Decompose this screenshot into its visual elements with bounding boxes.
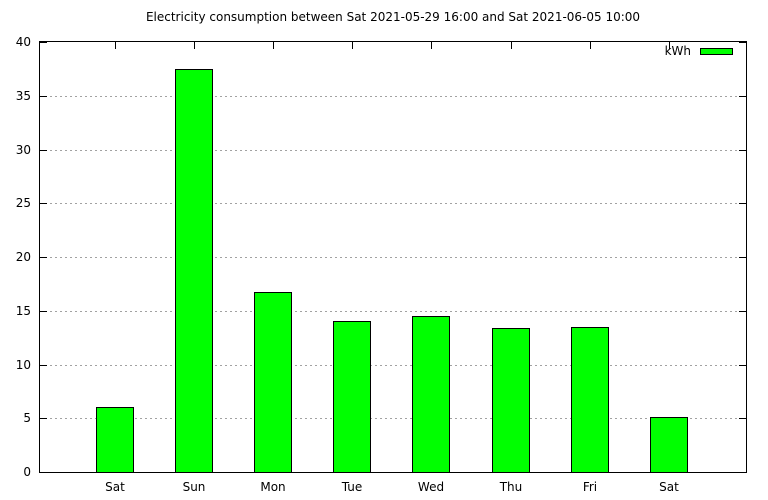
y-tick-label-15: 15	[15, 304, 31, 318]
y-tick-right-10	[739, 365, 746, 366]
chart-title: Electricity consumption between Sat 2021…	[145, 10, 641, 24]
y-tick-left-0	[40, 472, 47, 473]
legend-color-swatch	[700, 48, 733, 55]
gridline-y30	[40, 150, 746, 151]
x-category-label-6-fri: Fri	[582, 480, 598, 494]
y-tick-left-35	[40, 96, 47, 97]
y-tick-label-40: 40	[15, 35, 31, 49]
y-tick-right-40	[739, 42, 746, 43]
bar-5-thu	[492, 328, 530, 472]
y-tick-right-0	[739, 472, 746, 473]
bar-1-sun	[175, 69, 213, 472]
y-tick-left-25	[40, 203, 47, 204]
gridline-y35	[40, 96, 746, 97]
gridline-y20	[40, 257, 746, 258]
x-category-label-3-tue: Tue	[341, 480, 363, 494]
x-tick-top-1	[194, 42, 195, 49]
bar-0-sat	[96, 407, 134, 472]
y-tick-left-10	[40, 365, 47, 366]
y-tick-right-5	[739, 418, 746, 419]
gridline-y10	[40, 365, 746, 366]
x-category-label-7-sat: Sat	[659, 480, 679, 494]
y-tick-left-30	[40, 150, 47, 151]
y-tick-right-20	[739, 257, 746, 258]
bar-4-wed	[412, 316, 450, 472]
x-tick-top-5	[511, 42, 512, 49]
y-tick-right-15	[739, 311, 746, 312]
gridline-y15	[40, 311, 746, 312]
y-tick-label-0: 0	[23, 465, 31, 479]
x-tick-top-6	[590, 42, 591, 49]
y-tick-label-20: 20	[15, 250, 31, 264]
x-tick-top-0	[115, 42, 116, 49]
y-tick-label-30: 30	[15, 143, 31, 157]
x-category-label-5-thu: Thu	[499, 480, 523, 494]
y-tick-left-20	[40, 257, 47, 258]
bar-6-fri	[571, 327, 609, 472]
gridline-y25	[40, 203, 746, 204]
gridline-y5	[40, 418, 746, 419]
bar-2-mon	[254, 292, 292, 472]
y-tick-left-40	[40, 42, 47, 43]
x-tick-top-3	[352, 42, 353, 49]
y-tick-label-35: 35	[15, 89, 31, 103]
x-category-label-2-mon: Mon	[260, 480, 286, 494]
plot-area: kWh	[39, 41, 747, 473]
x-tick-top-4	[431, 42, 432, 49]
bar-3-tue	[333, 321, 371, 472]
x-category-label-4-wed: Wed	[417, 480, 445, 494]
y-tick-label-10: 10	[15, 358, 31, 372]
legend: kWh	[665, 45, 733, 58]
y-tick-right-30	[739, 150, 746, 151]
y-tick-right-25	[739, 203, 746, 204]
bar-7-sat	[650, 417, 688, 472]
y-tick-left-15	[40, 311, 47, 312]
y-tick-left-5	[40, 418, 47, 419]
y-tick-label-5: 5	[23, 411, 31, 425]
x-tick-top-2	[273, 42, 274, 49]
y-tick-right-35	[739, 96, 746, 97]
x-category-label-0-sat: Sat	[105, 480, 125, 494]
x-category-label-1-sun: Sun	[182, 480, 206, 494]
x-tick-top-7	[669, 42, 670, 49]
legend-series-label: kWh	[664, 44, 691, 58]
y-tick-label-25: 25	[15, 196, 31, 210]
